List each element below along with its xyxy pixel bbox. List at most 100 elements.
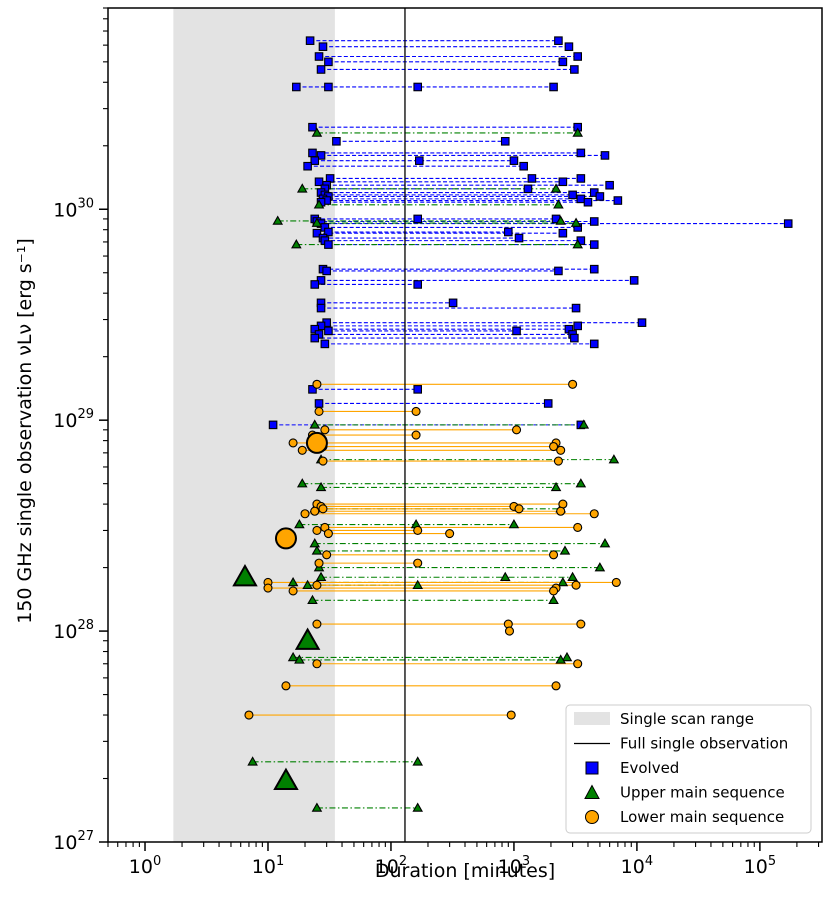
lower-main-sequence-point xyxy=(568,379,578,389)
evolved-point xyxy=(605,180,614,190)
x-tick-label-base: 10 xyxy=(498,856,522,878)
evolved-point xyxy=(324,227,333,237)
lower-main-sequence-point xyxy=(322,550,332,560)
upper-main-sequence-point xyxy=(309,419,321,429)
x-tick-label-exp: 2 xyxy=(399,854,407,869)
evolved-point xyxy=(589,240,599,249)
lower-main-sequence-point xyxy=(551,681,561,691)
evolved-point xyxy=(504,227,513,237)
evolved-point xyxy=(448,298,458,308)
lower-main-sequence-point xyxy=(288,586,298,596)
lower-main-sequence-point xyxy=(288,438,298,448)
upper-main-sequence-point xyxy=(311,217,323,227)
upper-main-sequence-point xyxy=(559,545,571,555)
x-tick-label: 104 xyxy=(621,854,653,878)
x-tick-label-base: 10 xyxy=(375,856,399,878)
lower-main-sequence-point xyxy=(549,441,559,452)
lower-main-sequence-point xyxy=(511,425,522,435)
evolved-point xyxy=(324,57,333,67)
upper-main-sequence-point xyxy=(548,594,559,605)
upper-main-sequence-point xyxy=(311,802,323,812)
y-tick-label-base: 10 xyxy=(53,410,77,432)
upper-main-sequence-point xyxy=(287,576,299,587)
y-tick-label: 1027 xyxy=(53,829,94,854)
lower-main-sequence-point xyxy=(314,558,324,568)
evolved-point xyxy=(543,399,553,408)
evolved-point xyxy=(527,174,537,183)
legend-marker-evolved xyxy=(585,761,599,775)
upper-main-sequence-point xyxy=(567,571,578,582)
y-tick-label-exp: 30 xyxy=(77,196,94,211)
legend: Single scan range Full single observatio… xyxy=(565,704,812,834)
x-tick-label-base: 10 xyxy=(744,856,768,878)
y-tick-label-exp: 28 xyxy=(77,618,94,633)
upper-main-sequence-point xyxy=(550,481,562,492)
lower-main-sequence-point xyxy=(310,506,320,516)
lower-main-sequence-point xyxy=(320,425,330,435)
evolved-point xyxy=(523,184,533,194)
x-tick-label: 102 xyxy=(375,854,407,878)
evolved-point xyxy=(519,161,528,171)
evolved-point xyxy=(312,228,322,238)
lower-main-sequence-point xyxy=(411,406,421,416)
evolved-point xyxy=(583,197,593,207)
lower-main-sequence-point xyxy=(506,710,516,720)
evolved-point xyxy=(310,156,320,165)
lower-main-sequence-point xyxy=(300,509,310,519)
upper-main-sequence-point xyxy=(553,199,564,209)
evolved-point xyxy=(318,42,328,51)
evolved-point xyxy=(316,65,326,74)
upper-main-sequence-highlight-point xyxy=(273,767,299,790)
upper-main-sequence-point xyxy=(578,419,590,429)
evolved-point xyxy=(320,339,330,349)
evolved-point xyxy=(558,177,568,187)
x-tick-label-exp: 0 xyxy=(153,854,161,869)
lower-main-sequence-point xyxy=(312,379,322,389)
upper-main-sequence-point xyxy=(272,215,284,225)
evolved-point xyxy=(268,420,278,430)
evolved-point xyxy=(305,36,315,45)
evolved-point xyxy=(576,194,586,204)
legend-label-scan-range: Single scan range xyxy=(620,710,754,728)
upper-main-sequence-point xyxy=(412,579,424,589)
lower-main-sequence-point xyxy=(571,580,581,590)
evolved-point xyxy=(413,82,423,92)
upper-main-sequence-point xyxy=(594,562,606,572)
legend-label-full-observation: Full single observation xyxy=(620,735,788,753)
y-tick-label-base: 10 xyxy=(53,199,77,221)
lower-main-sequence-point xyxy=(573,659,583,669)
legend-marker-upper-main-sequence xyxy=(584,784,600,799)
upper-main-sequence-point xyxy=(302,579,313,589)
evolved-point xyxy=(570,333,579,343)
lower-main-sequence-point xyxy=(504,626,515,636)
evolved-point xyxy=(573,52,582,61)
upper-main-sequence-point xyxy=(309,538,321,548)
evolved-point xyxy=(500,137,510,146)
lower-main-sequence-point xyxy=(323,529,333,539)
upper-main-sequence-point xyxy=(599,538,611,548)
legend-label-evolved: Evolved xyxy=(620,759,679,777)
x-tick-label: 100 xyxy=(129,854,161,878)
lower-main-sequence-point xyxy=(318,504,328,514)
lower-main-sequence-point xyxy=(312,525,322,536)
evolved-point xyxy=(573,321,582,331)
lower-main-sequence-point xyxy=(413,525,423,536)
upper-main-sequence-point xyxy=(247,756,258,766)
evolved-point xyxy=(613,196,623,205)
evolved-point xyxy=(413,280,423,289)
upper-main-sequence-point xyxy=(291,239,302,249)
lower-main-sequence-point xyxy=(312,619,322,629)
evolved-point xyxy=(316,151,326,160)
evolved-point xyxy=(314,52,324,61)
lower-main-sequence-point xyxy=(576,619,586,629)
evolved-point xyxy=(783,219,793,228)
evolved-point xyxy=(514,233,524,243)
upper-main-sequence-point xyxy=(315,571,327,582)
y-tick-label: 1029 xyxy=(53,407,94,432)
x-tick-label-exp: 4 xyxy=(645,854,653,869)
lower-main-sequence-point xyxy=(263,583,273,593)
lower-main-sequence-point xyxy=(514,504,524,514)
x-axis-label: Duration [minutes] xyxy=(375,860,555,882)
evolved-point xyxy=(308,122,317,132)
